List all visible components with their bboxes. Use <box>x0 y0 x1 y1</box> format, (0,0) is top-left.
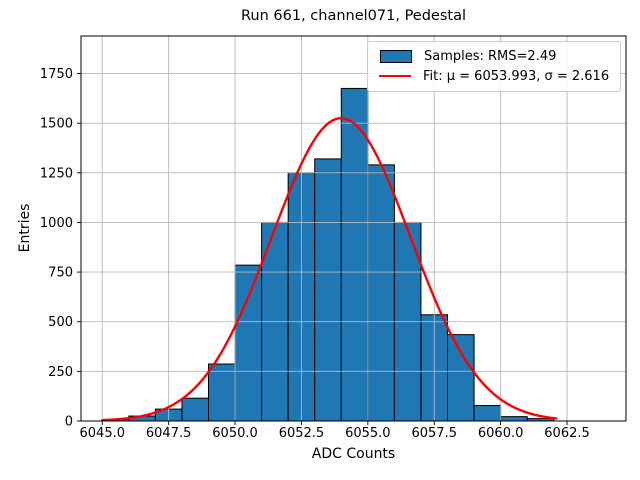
y-tick-label: 500 <box>48 315 73 330</box>
plot-border <box>80 35 627 422</box>
x-tick-label: 6057.5 <box>411 426 457 441</box>
fit-line-swatch-icon <box>379 74 411 78</box>
y-tick-label: 750 <box>48 266 73 281</box>
x-tick-label: 6052.5 <box>279 426 325 441</box>
legend-entry-samples: Samples: RMS=2.49 <box>376 49 612 65</box>
histogram-bar <box>473 405 502 422</box>
legend-entry-fit: Fit: μ = 6053.993, σ = 2.616 <box>376 70 612 83</box>
legend-fit-label: Fit: μ = 6053.993, σ = 2.616 <box>423 68 610 84</box>
y-tick-label: 0 <box>65 415 73 430</box>
x-tick-label: 6050.0 <box>212 426 258 441</box>
x-tick-label: 6062.5 <box>544 426 590 441</box>
histogram-bar <box>314 158 342 422</box>
y-tick-label: 1000 <box>40 216 73 231</box>
x-tick-label: 6045.0 <box>80 426 126 441</box>
legend-box: Samples: RMS=2.49 Fit: μ = 6053.993, σ =… <box>367 41 621 92</box>
y-tick-label: 250 <box>48 365 73 380</box>
y-axis-label: Entries <box>17 203 33 253</box>
plot-title: Run 661, channel071, Pedestal <box>240 8 466 24</box>
histogram-bar <box>367 164 395 422</box>
histogram-bar <box>500 416 528 422</box>
samples-swatch-icon <box>380 50 412 64</box>
x-tick-label: 6055.0 <box>345 426 391 441</box>
y-tick-label: 1750 <box>40 67 73 82</box>
histogram-bar <box>181 397 209 422</box>
histogram-bar <box>340 87 369 422</box>
y-tick-label: 1500 <box>40 117 73 132</box>
legend-samples-label: Samples: RMS=2.49 <box>424 49 557 65</box>
fit-curve <box>101 116 558 422</box>
x-axis-label: ADC Counts <box>311 446 396 462</box>
y-tick-label: 1250 <box>40 166 73 181</box>
histogram-bar <box>234 264 263 422</box>
histogram-bar <box>447 334 475 422</box>
x-tick-label: 6060.0 <box>478 426 524 441</box>
histogram-bar <box>207 363 236 422</box>
x-tick-label: 6047.5 <box>146 426 192 441</box>
